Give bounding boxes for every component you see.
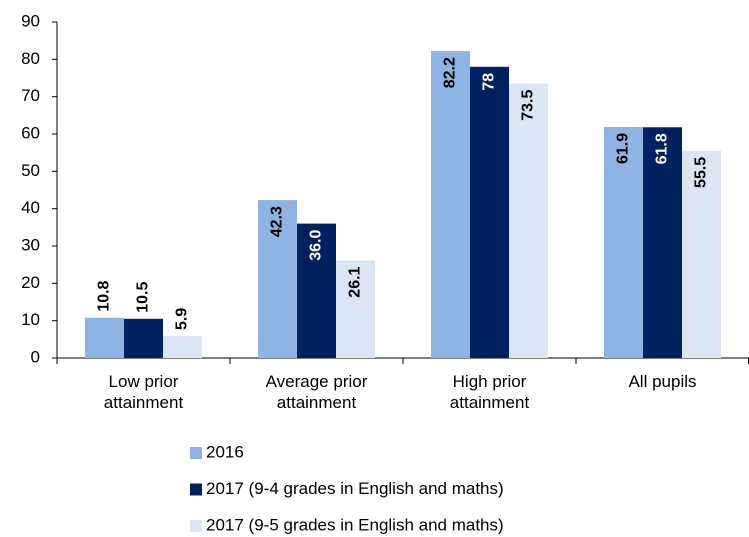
value-label: 10.8 — [96, 280, 113, 311]
y-tick-label: 80 — [21, 49, 40, 68]
x-tick-line: Low prior — [109, 372, 179, 391]
bar — [85, 317, 124, 358]
bar — [163, 335, 202, 358]
bar — [431, 51, 470, 359]
bar — [604, 126, 643, 358]
bar — [682, 150, 721, 358]
value-label: 42.3 — [269, 206, 286, 237]
legend-swatch — [190, 447, 202, 459]
x-tick-line: attainment — [277, 393, 357, 412]
legend-label: 2017 (9-5 grades in English and maths) — [206, 515, 504, 534]
y-tick-label: 50 — [21, 161, 40, 180]
x-tick-label: All pupils — [628, 372, 696, 391]
y-tick-label: 10 — [21, 310, 40, 329]
y-tick-label: 40 — [21, 198, 40, 217]
bar — [258, 200, 297, 358]
y-tick-label: 30 — [21, 235, 40, 254]
value-label: 73.5 — [520, 89, 537, 120]
x-tick-label: High prior attainment — [450, 372, 530, 412]
value-label: 82.2 — [442, 57, 459, 88]
legend-label: 2017 (9-4 grades in English and maths) — [206, 479, 504, 498]
x-tick-line: attainment — [104, 393, 184, 412]
x-tick-line: Average prior — [266, 372, 368, 391]
y-tick-label: 70 — [21, 86, 40, 105]
x-tick-label: Average prior attainment — [266, 372, 368, 412]
y-tick-label: 20 — [21, 273, 40, 292]
bar — [336, 260, 375, 358]
bar — [509, 83, 548, 358]
x-tick-line: High prior — [453, 372, 527, 391]
legend-swatch — [190, 520, 202, 532]
legend-label: 2016 — [206, 442, 244, 461]
value-label: 61.8 — [654, 133, 671, 164]
bar — [470, 66, 509, 359]
bar — [643, 127, 682, 358]
legend-swatch — [190, 483, 202, 496]
value-label: 5.9 — [174, 308, 191, 330]
value-label: 26.1 — [347, 266, 364, 297]
bar — [124, 318, 163, 358]
value-label: 36.0 — [308, 229, 325, 260]
bar — [297, 223, 336, 358]
x-tick-line: attainment — [450, 393, 530, 412]
value-label: 55.5 — [693, 157, 710, 188]
x-tick-label: Low prior attainment — [104, 372, 184, 412]
x-tick-line: All pupils — [628, 372, 696, 391]
y-tick-label: 0 — [31, 347, 40, 366]
value-label: 78 — [481, 73, 498, 91]
value-label: 61.9 — [615, 133, 632, 164]
y-tick-label: 90 — [21, 11, 40, 30]
y-tick-label: 60 — [21, 123, 40, 142]
value-label: 10.5 — [135, 282, 152, 313]
